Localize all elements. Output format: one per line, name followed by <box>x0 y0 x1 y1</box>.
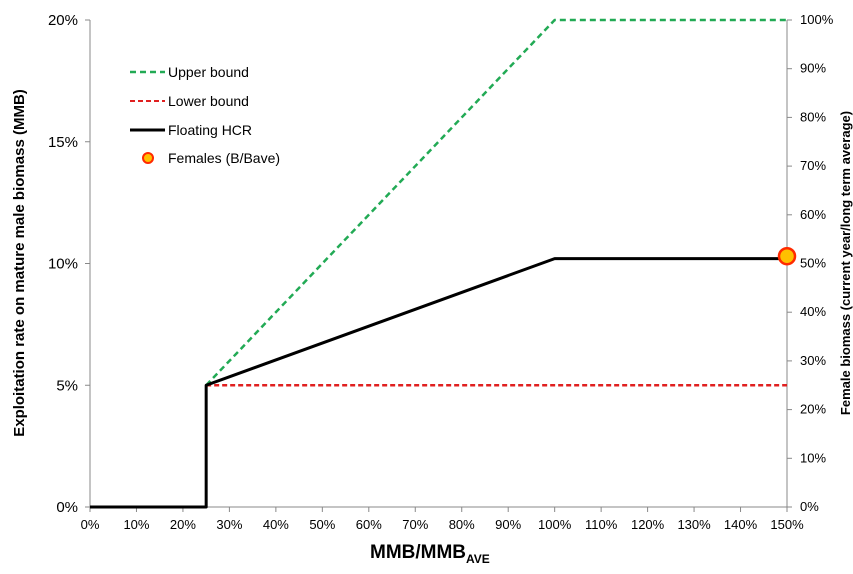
x-tick-label: 120% <box>631 517 665 532</box>
x-tick-label: 60% <box>356 517 382 532</box>
series-point-females-b-bave <box>777 246 797 266</box>
y2-tick-label: 100% <box>800 12 834 27</box>
x-tick-label: 10% <box>123 517 149 532</box>
y-tick-label: 0% <box>56 499 78 516</box>
x-tick-label: 140% <box>724 517 758 532</box>
y2-tick-label: 50% <box>800 256 826 271</box>
y-tick-label: 15% <box>48 134 78 151</box>
x-tick-label: 20% <box>170 517 196 532</box>
legend-item-upper-bound: Upper bound <box>130 64 249 80</box>
series-line-upper-bound <box>205 18 787 387</box>
y-axis-title: Exploitation rate on mature male biomass… <box>11 89 28 437</box>
y-tick-label: 5% <box>56 377 78 394</box>
x-tick-label: 150% <box>770 517 804 532</box>
x-tick-label: 30% <box>216 517 242 532</box>
legend-item-lower-bound: Lower bound <box>130 93 249 109</box>
y-tick-labels: 0% 5% 10% 15% 20% <box>48 12 90 516</box>
x-tick-label: 80% <box>449 517 475 532</box>
x-tick-label: 50% <box>309 517 335 532</box>
y2-tick-label: 70% <box>800 158 826 173</box>
x-tick-label: 0% <box>81 517 100 532</box>
legend-label-females: Females (B/Bave) <box>168 150 280 166</box>
x-tick-label: 40% <box>263 517 289 532</box>
series-line-floating-hcr <box>90 257 787 509</box>
y2-tick-label: 40% <box>800 304 826 319</box>
x-tick-label: 110% <box>585 517 618 532</box>
y2-tick-label: 30% <box>800 353 826 368</box>
legend-swatch-females <box>142 152 154 164</box>
x-tick-label: 90% <box>495 517 521 532</box>
legend-item-floating-hcr: Floating HCR <box>130 122 252 138</box>
x-tick-label: 130% <box>677 517 711 532</box>
y2-tick-label: 90% <box>800 61 826 76</box>
x-tick-label: 100% <box>538 517 572 532</box>
legend-label-upper-bound: Upper bound <box>168 64 249 80</box>
y2-tick-label: 0% <box>800 499 819 514</box>
legend-label-lower-bound: Lower bound <box>168 93 249 109</box>
legend-label-floating-hcr: Floating HCR <box>168 122 252 138</box>
legend-item-females: Females (B/Bave) <box>142 150 280 166</box>
y-tick-label: 20% <box>48 12 78 29</box>
series-markers <box>777 246 797 266</box>
y2-tick-label: 60% <box>800 207 826 222</box>
x-tick-label: 70% <box>402 517 428 532</box>
y2-tick-label: 80% <box>800 109 826 124</box>
y2-tick-label: 10% <box>800 450 826 465</box>
x-axis-title: MMB/MMBAVE <box>370 542 490 566</box>
y-tick-label: 10% <box>48 256 78 273</box>
y2-tick-labels: 0% 10% 20% 30% 40% 50% 60% 70% 80% 90% 100% <box>787 12 834 514</box>
legend: Upper bound Lower bound Floating HCR Fem… <box>130 64 280 166</box>
y2-tick-label: 20% <box>800 402 826 417</box>
y2-axis-title: Female biomass (current year/long term a… <box>838 111 853 415</box>
series-lines <box>90 18 787 509</box>
x-tick-labels: 0% 10% 20% 30% 40% 50% 60% 70% 80% 90% 100% 110% 120… <box>81 507 804 532</box>
